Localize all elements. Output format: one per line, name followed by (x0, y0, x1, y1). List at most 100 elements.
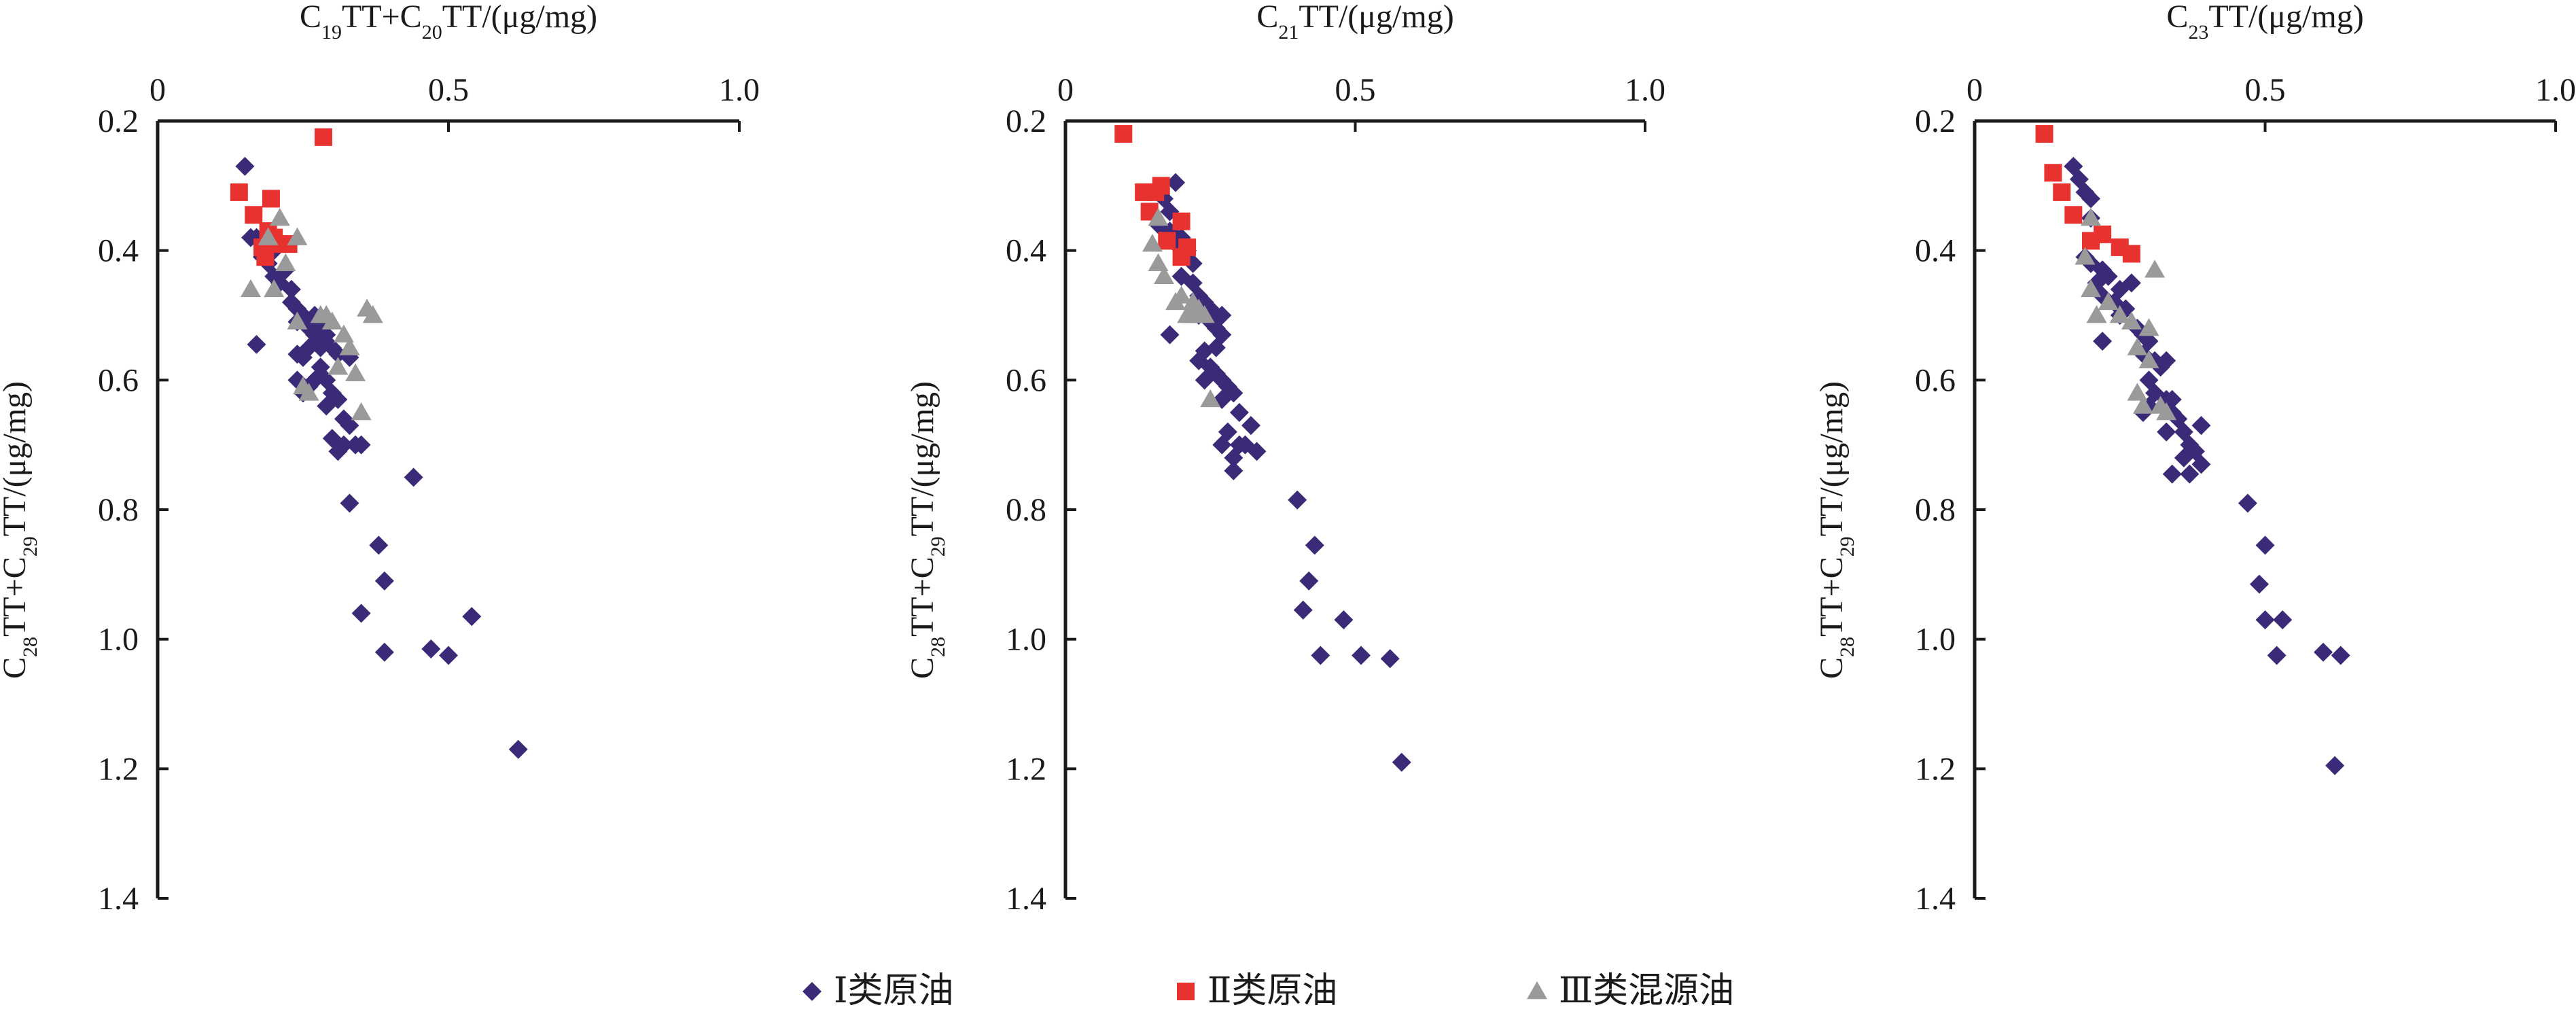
x-tick-label: 0 (1057, 72, 1074, 108)
data-point (2138, 318, 2159, 336)
data-point (1200, 389, 1221, 408)
data-point (269, 208, 290, 226)
y-tick-label: 1.0 (1915, 622, 1956, 658)
data-point (2180, 464, 2200, 484)
y-tick-label: 1.2 (1006, 751, 1046, 787)
data-point (1188, 298, 1210, 317)
data-point (362, 305, 383, 323)
data-point (2098, 266, 2118, 286)
legend-item-3: Ⅲ类混源油 (1527, 972, 1734, 1010)
data-point (1212, 306, 1232, 325)
y-axis-label: C28TT+C29TT/(μg/mg) (904, 381, 949, 679)
data-point (1178, 238, 1197, 256)
series-3 (240, 208, 383, 421)
scatter-panel-1: 0 0.5 1.0 0.2 0.4 0.6 0.8 1.0 1.2 1.4 C19TT+C20TT/… (0, 0, 760, 917)
data-point (2127, 337, 2148, 355)
data-point (298, 383, 319, 401)
data-point (2145, 260, 2166, 278)
y-tick-label: 0.4 (1915, 233, 1956, 269)
data-point (287, 227, 308, 245)
x-axis-label: C23TT/(μg/mg) (2166, 0, 2363, 43)
data-point (1247, 442, 1267, 461)
legend-label: Ⅰ类原油 (834, 972, 954, 1010)
data-point (245, 206, 263, 224)
data-point (287, 311, 308, 330)
y-tick-label: 1.2 (98, 751, 139, 787)
data-point (1148, 253, 1169, 271)
data-point (258, 227, 279, 245)
data-point (351, 435, 371, 455)
data-point (2035, 125, 2053, 143)
data-point (2109, 305, 2130, 323)
data-point (314, 128, 332, 146)
series-3 (1142, 208, 1221, 408)
y-tick-label: 0.4 (1006, 233, 1046, 269)
x-axis-label: C19TT+C20TT/(μg/mg) (300, 0, 597, 43)
data-point (2121, 311, 2142, 330)
data-point (2157, 422, 2176, 442)
data-point (1352, 646, 1371, 665)
data-point (1148, 208, 1169, 226)
y-tick-label: 1.4 (1915, 881, 1956, 917)
data-point (369, 535, 389, 555)
y-tick-label: 0.8 (98, 492, 139, 528)
data-point (1334, 610, 1354, 630)
data-point (262, 190, 280, 208)
legend-label: Ⅱ类原油 (1207, 972, 1337, 1010)
series-1 (2064, 156, 2350, 775)
data-point (374, 642, 394, 662)
y-tick-label: 1.0 (1006, 622, 1046, 658)
data-point (2156, 402, 2177, 421)
data-point (334, 435, 353, 455)
data-point (1305, 535, 1324, 555)
y-tick-label: 0.8 (1006, 492, 1046, 528)
data-point (321, 311, 342, 330)
data-point (333, 324, 354, 342)
data-point (2255, 610, 2275, 630)
data-point (2138, 350, 2159, 368)
data-point (462, 607, 482, 627)
data-point (1392, 752, 1411, 772)
data-point (2267, 646, 2287, 665)
y-tick-label: 0.2 (98, 103, 139, 139)
data-point (2162, 464, 2182, 484)
data-point (275, 253, 296, 271)
y-tick-label: 0.6 (98, 362, 139, 398)
data-point (240, 279, 261, 298)
y-axis-label: C28TT+C29TT/(μg/mg) (0, 381, 41, 679)
data-point (2121, 273, 2141, 293)
y-tick-label: 1.4 (98, 881, 139, 917)
data-point (2314, 642, 2333, 662)
data-point (2081, 279, 2101, 298)
data-point (2081, 189, 2100, 209)
y-axis-label: C28TT+C29TT/(μg/mg) (1814, 381, 1858, 679)
data-point (508, 739, 528, 759)
legend-item-2: Ⅱ类原油 (1177, 972, 1337, 1010)
data-point (421, 639, 441, 658)
data-point (2044, 164, 2062, 182)
data-point (1165, 292, 1186, 311)
data-point (2191, 455, 2211, 474)
y-tick-label: 1.4 (1006, 881, 1046, 917)
data-point (1224, 461, 1243, 480)
data-point (351, 402, 372, 421)
legend-marker-triangle (1527, 981, 1547, 1000)
data-point (1195, 370, 1214, 390)
data-point (328, 357, 349, 375)
data-point (1152, 177, 1170, 195)
data-point (2064, 206, 2083, 224)
data-point (2098, 292, 2119, 311)
data-point (1229, 403, 1249, 422)
y-tick-label: 1.2 (1915, 751, 1956, 787)
x-tick-label: 0.5 (428, 72, 469, 108)
data-point (2249, 574, 2269, 594)
y-tick-label: 0.6 (1915, 362, 1956, 398)
data-point (2238, 493, 2257, 513)
x-tick-label: 1.0 (1625, 72, 1665, 108)
data-point (1160, 325, 1180, 345)
data-point (328, 389, 348, 409)
y-tick-label: 0.2 (1006, 103, 1046, 139)
series-2 (230, 128, 332, 266)
series-3 (2075, 208, 2177, 421)
